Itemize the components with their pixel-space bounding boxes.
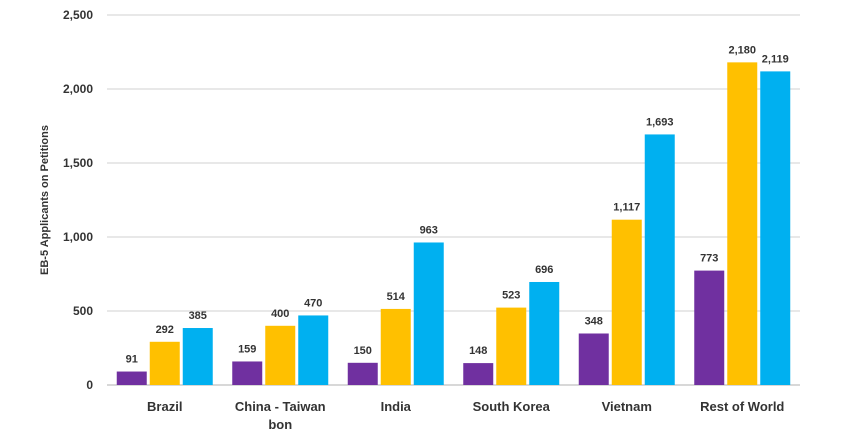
data-label: 150 xyxy=(354,345,372,357)
data-label: 292 xyxy=(156,324,174,336)
bar xyxy=(760,71,791,385)
category-label: Rest of World xyxy=(700,399,784,414)
bar xyxy=(727,62,758,386)
bar xyxy=(578,333,609,385)
y-axis-ticks: 0 500 1,000 1,500 2,000 2,500 xyxy=(63,8,93,392)
category-label: India xyxy=(381,399,412,414)
y-tick-label: 500 xyxy=(73,304,93,318)
category-label: bon xyxy=(268,417,292,432)
category-label: Brazil xyxy=(147,399,182,414)
bar xyxy=(380,308,411,385)
data-label: 963 xyxy=(420,224,438,236)
bar xyxy=(611,219,642,385)
data-label: 2,180 xyxy=(728,44,756,56)
data-label: 148 xyxy=(469,345,487,357)
y-tick-label: 0 xyxy=(86,378,93,392)
data-label: 91 xyxy=(126,354,138,366)
bars xyxy=(116,62,791,386)
data-label: 348 xyxy=(585,315,603,327)
bar xyxy=(529,281,560,385)
bar xyxy=(347,362,378,385)
y-axis-title: EB-5 Applicants on Petitions xyxy=(39,125,51,275)
bar xyxy=(116,371,147,385)
data-label: 696 xyxy=(535,264,553,276)
data-label: 159 xyxy=(238,343,256,355)
data-label: 400 xyxy=(271,308,289,320)
y-tick-label: 2,000 xyxy=(63,82,93,96)
data-label: 385 xyxy=(189,310,207,322)
bar xyxy=(463,363,494,385)
y-tick-label: 1,500 xyxy=(63,156,93,170)
data-label: 523 xyxy=(502,290,520,302)
bar xyxy=(182,328,213,385)
data-label: 773 xyxy=(700,253,718,265)
bar xyxy=(644,134,675,385)
bar xyxy=(496,307,527,385)
gridlines xyxy=(107,14,800,386)
bar xyxy=(232,361,263,385)
bar xyxy=(265,325,296,385)
bar xyxy=(298,315,329,385)
y-tick-label: 2,500 xyxy=(63,8,93,22)
data-label: 470 xyxy=(304,297,322,309)
bar xyxy=(413,242,444,385)
category-label: Vietnam xyxy=(602,399,652,414)
data-label: 514 xyxy=(387,291,406,303)
x-axis-categories: Brazil China - Taiwan bon India South Korea V… xyxy=(147,399,784,432)
data-label: 1,117 xyxy=(613,202,640,214)
data-label: 1,693 xyxy=(646,116,674,128)
bar xyxy=(149,341,180,385)
y-tick-label: 1,000 xyxy=(63,230,93,244)
data-label: 2,119 xyxy=(762,53,789,65)
category-label: China - Taiwan xyxy=(235,399,326,414)
data-labels: 91 292 385 159 400 470 150 514 963 148 523 696 348 1,… xyxy=(126,44,789,365)
bar xyxy=(694,270,725,385)
category-label: South Korea xyxy=(473,399,551,414)
